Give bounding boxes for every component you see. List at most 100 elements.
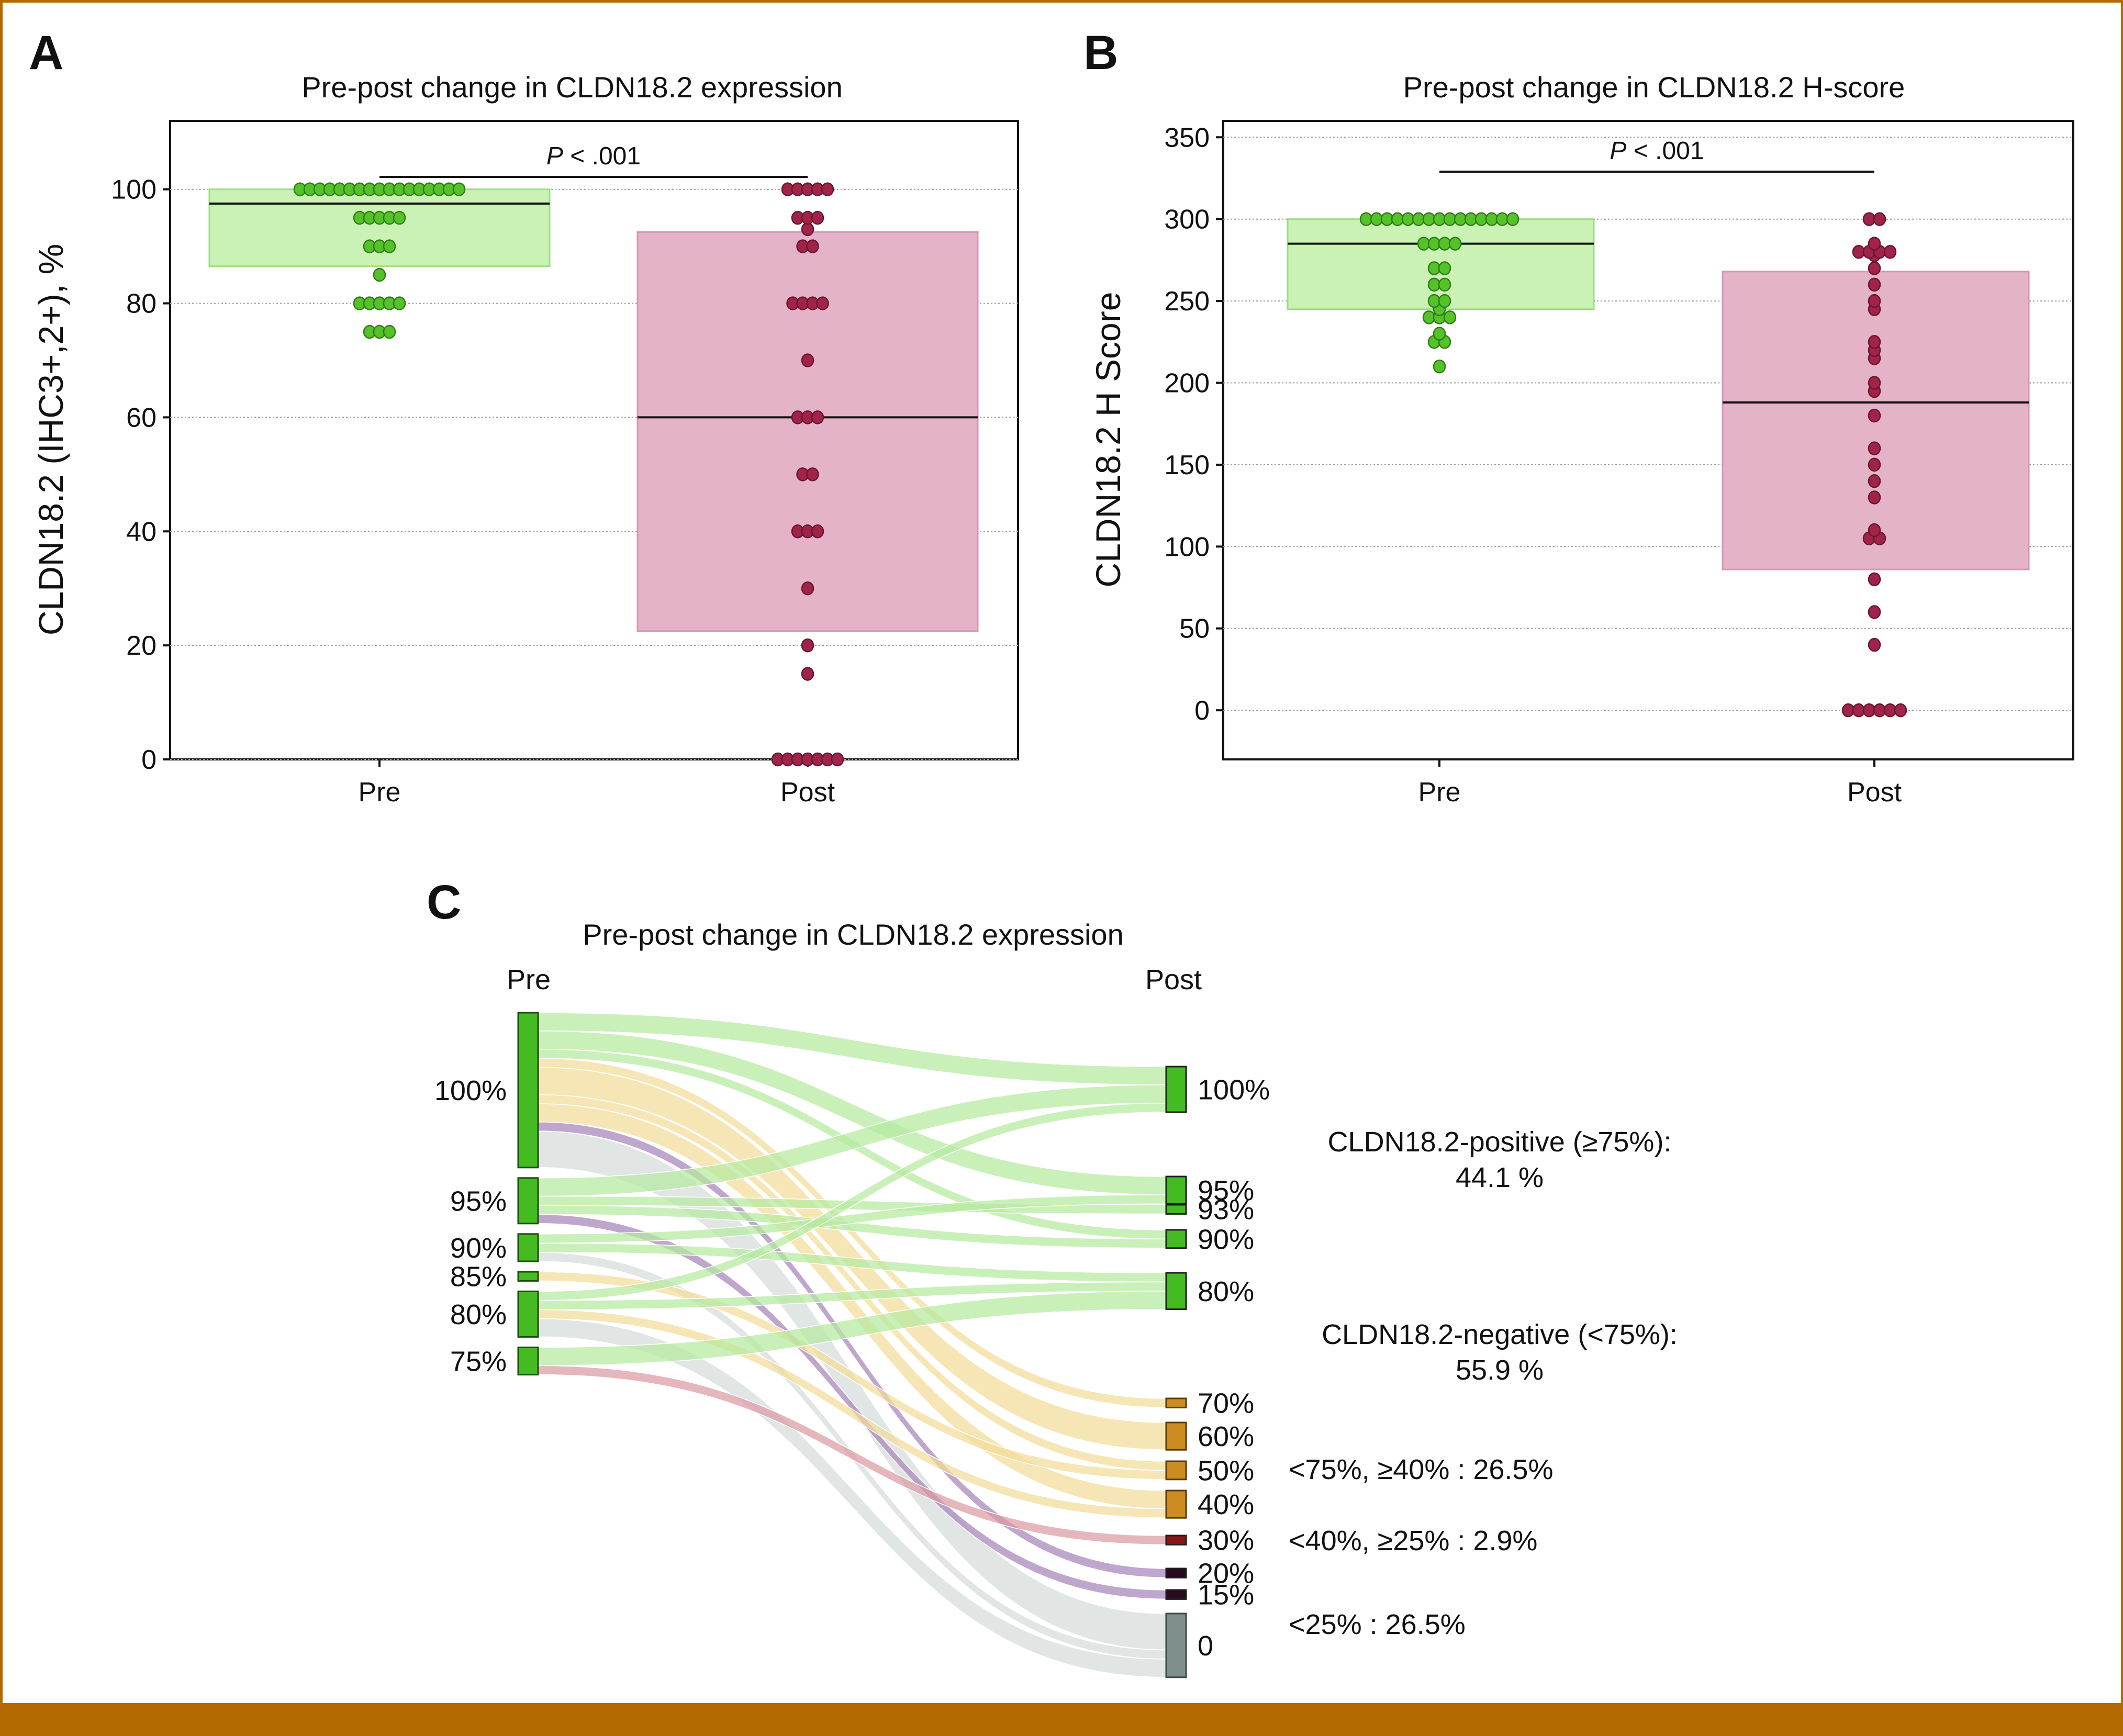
sankey-node-label-pre: 85% [450, 1261, 507, 1293]
data-point-pre [1433, 212, 1446, 226]
panel-b-ylabel: CLDN18.2 H Score [1089, 292, 1127, 588]
data-point-post [1852, 245, 1865, 259]
x-tick-label: Post [1847, 777, 1902, 808]
data-point-pre [1401, 212, 1415, 226]
sankey-node-pre [517, 1233, 539, 1262]
data-point-pre [1427, 277, 1441, 292]
data-point-pre [383, 239, 396, 253]
data-point-post [801, 353, 814, 367]
sankey-node-post [1165, 1066, 1187, 1113]
sankey-node-label-pre: 95% [450, 1185, 507, 1217]
panel-a-ylabel: CLDN18.2 (IHC3+,2+), % [31, 244, 70, 635]
data-point-pre [1438, 277, 1451, 292]
data-point-pre [1380, 212, 1394, 226]
sankey-node-post [1165, 1535, 1187, 1545]
sankey-node-post [1165, 1460, 1187, 1481]
data-point-pre [1391, 212, 1404, 226]
data-point-pre [1443, 310, 1457, 324]
sankey-annotation: <25% : 26.5% [1289, 1609, 1466, 1640]
data-point-post [1868, 261, 1881, 275]
panel-c-pre-header: Pre [507, 964, 551, 995]
data-point-post [1868, 605, 1881, 619]
data-point-pre [1464, 212, 1478, 226]
sankey-node-label-pre: 80% [450, 1299, 507, 1330]
data-point-pre [383, 324, 396, 339]
data-point-post [821, 182, 834, 196]
sankey-node-label-pre: 75% [450, 1346, 507, 1377]
panel-a-plot: 0 20 40 60 80 100 Pre Post P < .001 [111, 120, 1019, 808]
data-point-post [1868, 441, 1881, 455]
sankey-node-label-post: 90% [1198, 1224, 1254, 1255]
data-point-pre [1485, 212, 1499, 226]
data-point-post [1873, 212, 1886, 226]
data-point-post [1868, 637, 1881, 652]
p-threshold: < .001 [1626, 137, 1704, 165]
panel-b-plot: 0 50 100 150 200 250 300 350 Pre Post P < .001 [1164, 120, 2074, 808]
sankey-node-pre [517, 1271, 539, 1282]
frame-top-border [0, 0, 2123, 3]
data-point-post [1852, 703, 1865, 718]
x-tick-label: Pre [359, 777, 401, 808]
sankey-node-pre [517, 1346, 539, 1376]
y-tick-label: 200 [1164, 368, 1210, 399]
data-point-post [1868, 277, 1881, 292]
sankey-node-post [1165, 1567, 1187, 1578]
data-point-pre [1448, 237, 1462, 251]
sankey-node-post [1165, 1421, 1187, 1451]
sankey-node-post [1165, 1489, 1187, 1519]
sankey-node-post [1165, 1175, 1187, 1205]
data-point-pre [1359, 212, 1373, 226]
sankey-annotation: <75%, ≥40% : 26.5% [1289, 1454, 1553, 1485]
data-point-post [811, 524, 824, 539]
sankey-node-label-pre: 90% [450, 1233, 507, 1264]
sankey-node-label-post: 20% [1198, 1558, 1254, 1589]
data-point-pre [1438, 294, 1451, 308]
y-tick-label: 60 [126, 402, 157, 433]
sankey-node-label-post: 50% [1198, 1455, 1254, 1486]
sankey-node-pre [517, 1290, 539, 1338]
panel-c-sankey: 100%95%90%85%80%75%100%95%93%90%80%70%60… [434, 1012, 1678, 1678]
data-point-post [811, 410, 824, 424]
sankey-node-label-post: 80% [1198, 1276, 1254, 1307]
sankey-node-post [1165, 1229, 1187, 1249]
data-point-post [1841, 703, 1855, 718]
data-point-post [816, 296, 829, 310]
sankey-annotation: 55.9 % [1456, 1354, 1544, 1386]
p-value-label: P < .001 [1610, 137, 1704, 165]
panel-c-post-header: Post [1145, 964, 1202, 995]
data-point-pre [1438, 261, 1451, 275]
data-point-post [1868, 408, 1881, 423]
sankey-node-label-post: 30% [1198, 1525, 1254, 1556]
frame-bottom-bar [0, 1703, 2123, 1736]
data-point-pre [1417, 237, 1431, 251]
data-point-post [1894, 703, 1907, 718]
sankey-node-label-post: 0 [1198, 1630, 1213, 1662]
panel-a-letter: A [29, 26, 63, 80]
data-point-post [1868, 572, 1881, 587]
data-point-pre [1474, 212, 1488, 226]
sankey-annotation: CLDN18.2-positive (≥75%): [1328, 1126, 1672, 1158]
x-tick-label: Post [780, 777, 835, 808]
sankey-node-label-pre: 100% [434, 1075, 507, 1106]
data-point-pre [1495, 212, 1509, 226]
data-point-pre [373, 267, 386, 282]
data-point-post [806, 467, 819, 481]
panel-a-title: Pre-post change in CLDN18.2 expression [301, 71, 842, 104]
data-point-post [1868, 490, 1881, 505]
data-point-pre [1438, 237, 1451, 251]
sankey-node-post [1165, 1397, 1187, 1408]
panel-c-letter: C [427, 876, 461, 929]
data-point-post [1868, 237, 1881, 251]
y-tick-label: 300 [1164, 205, 1210, 235]
frame-left-border [0, 0, 3, 1736]
data-point-post [1883, 245, 1897, 259]
data-point-pre [1433, 359, 1446, 374]
panel-c-title: Pre-post change in CLDN18.2 expression [583, 918, 1123, 951]
y-tick-label: 250 [1164, 286, 1210, 317]
data-point-post [801, 638, 814, 653]
data-point-pre [1443, 212, 1457, 226]
sankey-node-label-post: 93% [1198, 1194, 1254, 1226]
data-point-post [1868, 474, 1881, 488]
sankey-node-label-post: 15% [1198, 1580, 1254, 1611]
